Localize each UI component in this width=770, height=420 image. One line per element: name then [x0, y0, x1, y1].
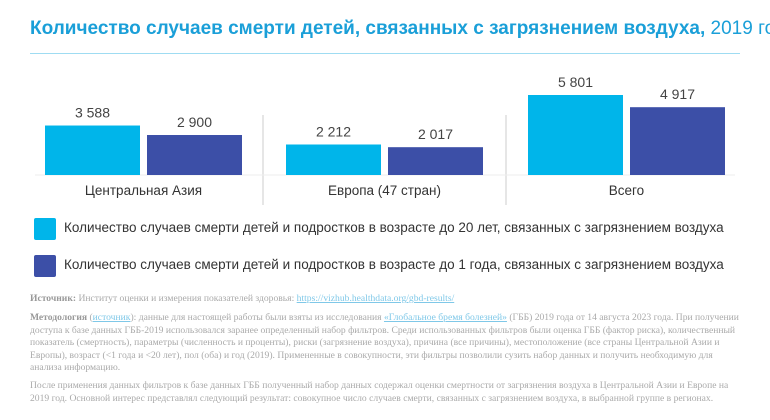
category-label: Европа (47 стран)	[328, 183, 441, 198]
bar-under20	[528, 95, 623, 175]
source-link[interactable]: https://vizhub.healthdata.org/gbd-result…	[296, 293, 455, 304]
bar-chart: 3 588 2 900 Центральная Азия 2 212 2 017 Евро…	[35, 74, 735, 205]
methodology-label: Методология	[30, 312, 88, 323]
data-label: 3 588	[75, 105, 110, 121]
bar-under20	[286, 144, 381, 175]
data-label: 2 212	[316, 123, 351, 139]
methodology-text: (ГББ) 2019 года от 14 августа 2023 года.…	[30, 312, 739, 373]
results-note: После применения данных фильтров к базе …	[30, 380, 729, 404]
gbd-link[interactable]: «Глобальное бремя болезней»	[383, 312, 507, 323]
methodology-source-link[interactable]: источник	[92, 312, 131, 323]
category-label: Центральная Азия	[85, 183, 202, 198]
legend-swatch-under1	[34, 255, 56, 277]
source-text: Институт оценки и измерения показателей …	[78, 293, 295, 304]
legend-label-under20: Количество случаев смерти детей и подрос…	[64, 220, 724, 235]
data-label: 2 017	[418, 126, 453, 142]
methodology-pre: ): данные для настоящей работы были взят…	[130, 312, 384, 323]
methodology-note: Методология (источник): данные для насто…	[30, 312, 739, 373]
bar-under20	[45, 125, 140, 175]
source-note: Источник: Институт оценки и измерения по…	[30, 293, 745, 306]
source-label: Источник:	[30, 293, 77, 304]
data-label: 2 900	[177, 114, 212, 130]
bar-under1	[147, 135, 242, 175]
legend-label-under1: Количество случаев смерти детей и подрос…	[64, 257, 724, 272]
data-label: 5 801	[558, 74, 593, 90]
bar-under1	[388, 147, 483, 175]
title-main: Количество случаев смерти детей, связанн…	[30, 18, 706, 39]
category-label: Всего	[609, 183, 644, 198]
legend-swatch-under20	[34, 218, 56, 240]
data-label: 4 917	[660, 86, 695, 102]
title-year: 2019 год	[710, 18, 770, 39]
title-divider	[30, 53, 740, 54]
bar-under1	[630, 107, 725, 175]
chart-title: Количество случаев смерти детей, связанн…	[30, 18, 770, 40]
